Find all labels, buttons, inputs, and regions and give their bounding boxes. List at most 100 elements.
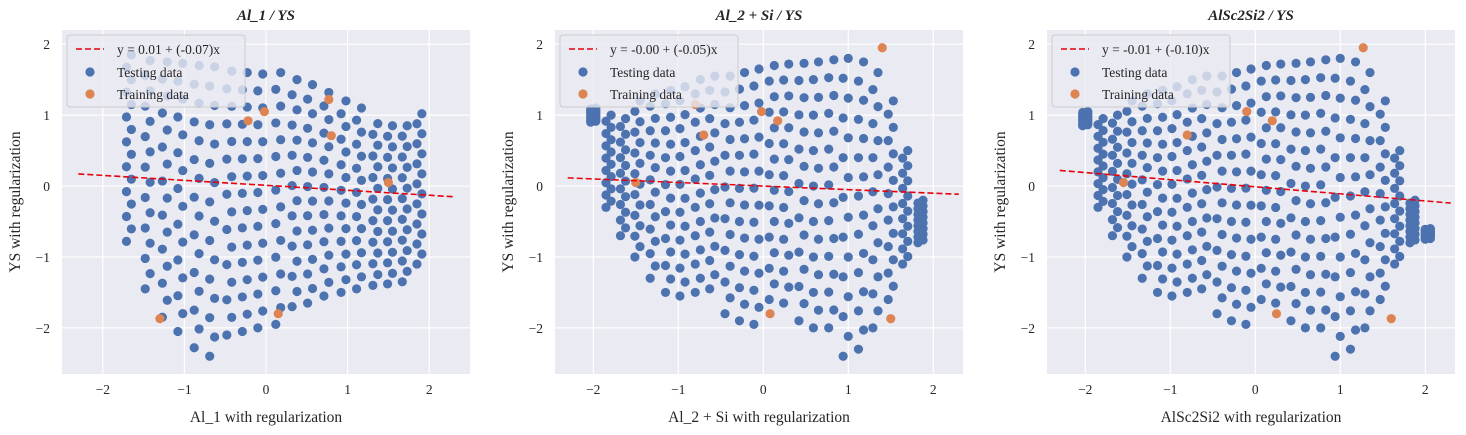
testing-point [824, 180, 834, 190]
testing-point [1256, 294, 1266, 305]
testing-point [808, 323, 819, 333]
testing-point [601, 178, 611, 188]
testing-point [838, 73, 848, 83]
testing-point [799, 93, 809, 103]
testing-point [675, 207, 685, 217]
testing-point [417, 209, 427, 219]
testing-point [601, 202, 611, 212]
testing-point [843, 331, 853, 342]
testing-point [666, 166, 676, 176]
testing-point [324, 223, 334, 233]
legend-training-label: Training data [610, 87, 682, 102]
testing-point [417, 109, 427, 119]
testing-point [888, 96, 898, 106]
testing-point [205, 235, 215, 246]
testing-point [242, 136, 252, 147]
testing-point [1286, 110, 1296, 120]
testing-point [784, 218, 794, 228]
testing-point [1187, 273, 1197, 283]
testing-point [666, 139, 676, 149]
testing-point [1187, 188, 1197, 198]
testing-point [873, 272, 883, 282]
testing-point [1365, 204, 1375, 214]
testing-point [178, 308, 188, 319]
testing-point [1276, 218, 1286, 228]
testing-point [615, 121, 626, 132]
testing-point [276, 67, 286, 78]
y-tick-label: −2 [529, 321, 543, 336]
testing-point [303, 298, 313, 308]
x-axis-label: Al_2 + Si with regularization [668, 409, 850, 426]
testing-point [1241, 115, 1251, 125]
testing-point [1321, 126, 1331, 136]
testing-point [412, 239, 422, 249]
training-point [326, 131, 336, 141]
testing-point [1152, 126, 1163, 136]
testing-point [319, 237, 329, 247]
testing-point [794, 213, 804, 223]
testing-point [784, 155, 794, 165]
legend-training-marker [85, 89, 95, 99]
y-tick-label: −1 [1021, 250, 1035, 265]
testing-point [1107, 215, 1118, 225]
testing-point [1276, 155, 1286, 165]
testing-point [749, 319, 759, 329]
testing-point [1291, 58, 1301, 68]
testing-point [779, 107, 789, 117]
testing-point [1152, 206, 1163, 217]
testing-point [843, 172, 853, 183]
testing-point [173, 219, 183, 229]
testing-point [725, 134, 735, 145]
testing-point [356, 272, 367, 282]
testing-point [1202, 270, 1212, 280]
testing-point [680, 193, 690, 203]
testing-point [769, 248, 779, 258]
testing-point [303, 240, 313, 250]
testing-point [1271, 202, 1281, 213]
testing-point [189, 267, 199, 278]
testing-point [754, 200, 764, 210]
testing-point [209, 332, 220, 342]
testing-point [675, 179, 685, 189]
testing-point [341, 121, 351, 132]
testing-point [813, 199, 824, 209]
testing-point [784, 250, 794, 260]
testing-point [710, 128, 720, 138]
testing-point [1286, 75, 1296, 86]
testing-point [276, 168, 286, 178]
testing-point [749, 81, 759, 91]
testing-point [710, 241, 720, 251]
testing-point [258, 238, 268, 248]
testing-point [258, 137, 268, 147]
testing-point [1182, 174, 1192, 184]
testing-point [888, 281, 898, 291]
testing-point [292, 135, 302, 145]
testing-point [368, 259, 378, 269]
testing-point [1172, 165, 1182, 176]
testing-point [903, 145, 913, 156]
testing-point [387, 121, 398, 131]
testing-point [373, 205, 383, 215]
testing-point [412, 179, 422, 189]
testing-point [739, 134, 750, 144]
testing-point [253, 323, 263, 333]
testing-point [1246, 302, 1256, 312]
testing-point [145, 147, 155, 157]
testing-point [1276, 91, 1286, 101]
testing-point [666, 193, 676, 203]
testing-point [303, 123, 313, 133]
testing-point [222, 330, 232, 340]
testing-point [162, 261, 172, 271]
testing-point [769, 279, 779, 289]
testing-point [690, 202, 700, 212]
testing-point [720, 309, 730, 319]
testing-point [1375, 268, 1385, 278]
testing-point [853, 229, 864, 239]
testing-point [336, 160, 346, 170]
testing-point [387, 226, 398, 236]
testing-point [1083, 106, 1093, 117]
testing-point [1300, 181, 1310, 191]
testing-point [853, 344, 864, 354]
testing-point [194, 211, 204, 221]
testing-point [319, 291, 329, 301]
